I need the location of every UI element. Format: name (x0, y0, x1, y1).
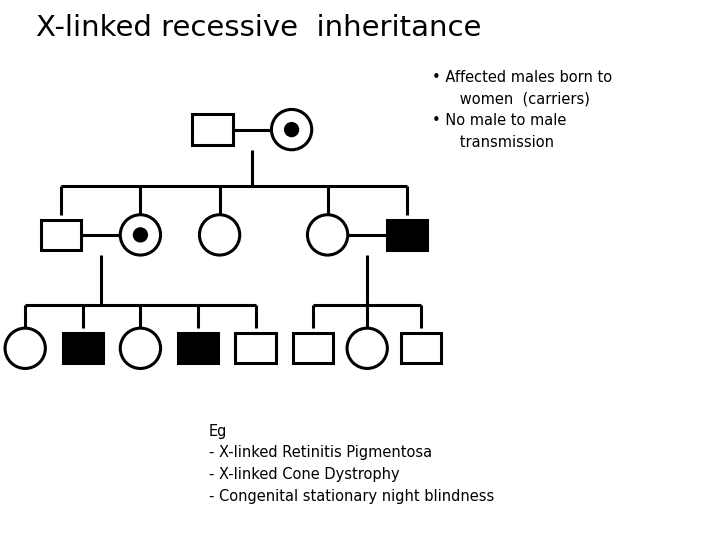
Text: X-linked recessive  inheritance: X-linked recessive inheritance (36, 14, 482, 42)
Bar (235, 333, 276, 363)
Bar (178, 333, 218, 363)
Ellipse shape (199, 215, 240, 255)
Ellipse shape (347, 328, 387, 368)
Bar (401, 333, 441, 363)
Text: • Affected males born to
      women  (carriers)
• No male to male
      transmi: • Affected males born to women (carriers… (432, 70, 612, 150)
Ellipse shape (120, 215, 161, 255)
Ellipse shape (132, 227, 148, 242)
Ellipse shape (307, 215, 348, 255)
Bar (192, 114, 233, 145)
Bar (387, 220, 427, 250)
Ellipse shape (271, 110, 312, 150)
Bar (41, 220, 81, 250)
Ellipse shape (120, 328, 161, 368)
Bar (63, 333, 103, 363)
Bar (293, 333, 333, 363)
Ellipse shape (5, 328, 45, 368)
Ellipse shape (284, 122, 300, 137)
Text: Eg
- X-linked Retinitis Pigmentosa
- X-linked Cone Dystrophy
- Congenital statio: Eg - X-linked Retinitis Pigmentosa - X-l… (209, 424, 494, 504)
